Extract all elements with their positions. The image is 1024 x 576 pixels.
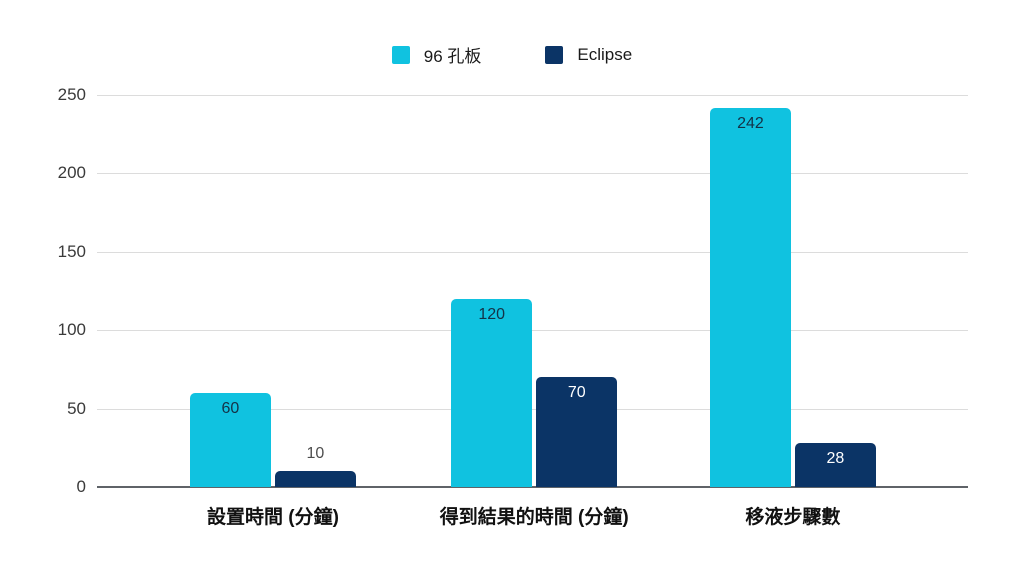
bar-value-label: 28 bbox=[826, 450, 845, 468]
bar-value-label: 10 bbox=[306, 445, 325, 463]
bar-group-2: 120 70 bbox=[451, 298, 618, 487]
x-axis-baseline bbox=[97, 486, 968, 488]
bar-value-label: 60 bbox=[221, 399, 240, 417]
y-axis-tick-label: 50 bbox=[67, 398, 86, 418]
legend-swatch-navy bbox=[545, 45, 564, 64]
bar-group-1: 60 10 bbox=[189, 392, 356, 487]
x-axis-category-label: 得到結果的時間 (分鐘) bbox=[439, 507, 629, 528]
bar-value-label: 242 bbox=[737, 114, 764, 132]
legend-label: Eclipse bbox=[577, 44, 633, 64]
y-axis-tick-label: 100 bbox=[57, 320, 86, 340]
gridline-y-200 bbox=[97, 173, 968, 175]
legend-item-eclipse: Eclipse bbox=[545, 45, 632, 65]
y-axis-tick-label: 0 bbox=[76, 477, 86, 496]
chart-legend: 96 孔板 Eclipse bbox=[0, 42, 1024, 67]
gridline-y-250 bbox=[97, 95, 968, 96]
bar-96-孔板-3: 242 bbox=[709, 107, 791, 487]
y-axis-tick-label: 200 bbox=[57, 163, 86, 183]
bar-Eclipse-1: 10 bbox=[274, 445, 356, 487]
plot-area: 60 10 120 70 242 28 bbox=[97, 95, 968, 488]
bar-value-label: 120 bbox=[478, 305, 506, 323]
bar-group-3: 242 28 bbox=[709, 107, 876, 487]
legend-swatch-cyan bbox=[391, 45, 410, 64]
x-axis-category-label: 移液步驟數 bbox=[745, 507, 841, 528]
bar-Eclipse-3: 28 bbox=[794, 443, 876, 487]
x-axis-category-label: 設置時間 (分鐘) bbox=[206, 507, 339, 528]
gridline-y-100 bbox=[97, 330, 968, 332]
y-axis-tick-label: 250 bbox=[57, 85, 86, 104]
legend-item-96-well-plate: 96 孔板 bbox=[391, 42, 482, 67]
gridline-y-50 bbox=[97, 408, 968, 410]
bar-96-孔板-1: 60 bbox=[189, 392, 271, 487]
bar-Eclipse-2: 70 bbox=[536, 377, 618, 487]
bar-96-孔板-2: 120 bbox=[451, 298, 533, 487]
y-axis-tick-label: 150 bbox=[57, 241, 86, 261]
legend-label: 96 孔板 bbox=[423, 47, 482, 66]
gridline-y-150 bbox=[97, 251, 968, 253]
bar-value-label: 70 bbox=[567, 384, 586, 402]
